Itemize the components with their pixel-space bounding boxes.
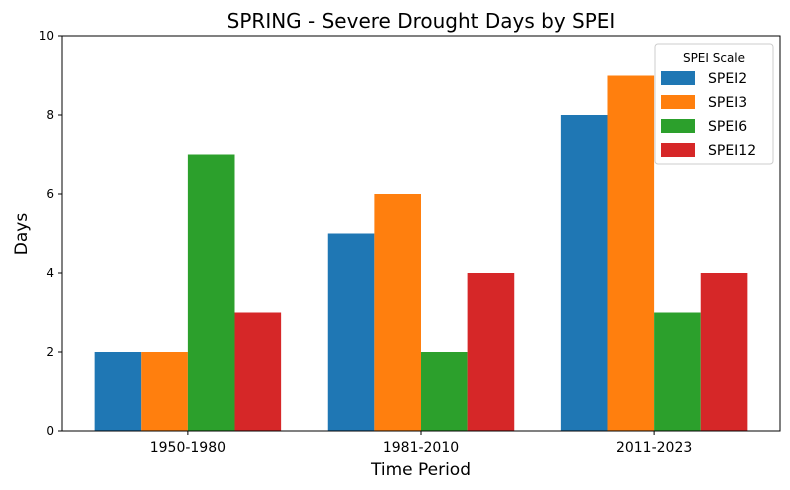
bar-spei2-1981-2010	[327, 233, 375, 431]
bar-spei2-2011-2023	[560, 115, 608, 431]
y-tick-label: 8	[46, 108, 54, 122]
bar-spei3-1950-1980	[141, 352, 188, 431]
bar-spei6-1981-2010	[421, 352, 468, 431]
chart-title: SPRING - Severe Drought Days by SPEI	[227, 9, 616, 33]
y-tick-label: 2	[46, 345, 54, 359]
legend-swatch-spei6	[661, 119, 695, 133]
legend-label-spei3: SPEI3	[708, 95, 747, 111]
bar-spei12-2011-2023	[700, 273, 748, 431]
bar-spei3-2011-2023	[607, 75, 655, 431]
legend-title: SPEI Scale	[683, 51, 745, 65]
legend-swatch-spei2	[661, 71, 695, 85]
bar-spei6-1950-1980	[187, 154, 235, 431]
bar-spei3-1981-2010	[374, 194, 421, 431]
legend: SPEI Scale SPEI2 SPEI3 SPEI6 SPEI12	[654, 43, 774, 165]
y-tick-label: 10	[39, 29, 54, 43]
legend-swatch-spei3	[661, 95, 695, 109]
y-tick-label: 4	[46, 266, 54, 280]
bars-group	[94, 75, 748, 431]
legend-items: SPEI2 SPEI3 SPEI6 SPEI12	[661, 71, 756, 159]
bar-spei6-2011-2023	[654, 312, 701, 431]
bar-spei2-1950-1980	[94, 352, 142, 431]
y-tick-label: 0	[46, 424, 54, 438]
legend-label-spei2: SPEI2	[708, 71, 747, 87]
y-axis-label: Days	[12, 213, 32, 256]
x-tick-label: 1950-1980	[150, 440, 226, 456]
x-axis-label: Time Period	[370, 460, 471, 480]
bar-spei12-1950-1980	[234, 312, 282, 431]
y-tick-label: 6	[46, 187, 54, 201]
y-axis-ticks: 0 2 4 6 8 10	[39, 29, 62, 438]
bar-spei12-1981-2010	[467, 273, 515, 431]
legend-swatch-spei12	[661, 143, 695, 157]
x-tick-label: 2011-2023	[616, 440, 692, 456]
x-axis-ticks: 1950-1980 1981-2010 2011-2023	[150, 431, 692, 456]
x-tick-label: 1981-2010	[383, 440, 459, 456]
legend-label-spei6: SPEI6	[708, 119, 747, 135]
legend-label-spei12: SPEI12	[708, 143, 756, 159]
